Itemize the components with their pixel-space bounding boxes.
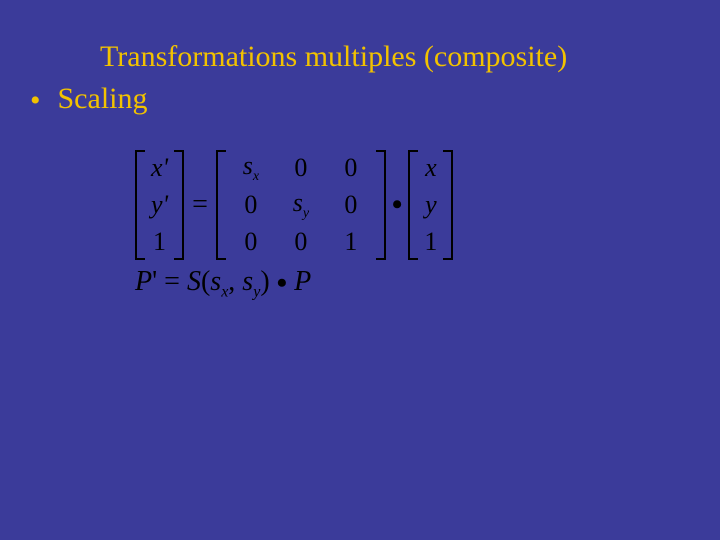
bullet-dot: • xyxy=(30,84,40,118)
scaling-matrix: sx00 0sy0 001 xyxy=(226,150,376,260)
equation-line-2: P' = S(sx, sy) • P xyxy=(135,266,311,302)
bracket-left-1 xyxy=(135,150,145,260)
equals-sign: = xyxy=(184,189,216,221)
rhs-vector: x y 1 xyxy=(418,150,443,260)
bracket-left-2 xyxy=(216,150,226,260)
matrix-equation: x' y' 1 = sx00 0sy0 001 • x y 1 xyxy=(135,150,453,260)
bullet-text: Scaling xyxy=(58,82,148,115)
lhs-vector: x' y' 1 xyxy=(145,150,174,260)
bracket-right-2 xyxy=(376,150,386,260)
bracket-left-3 xyxy=(408,150,418,260)
bracket-right-1 xyxy=(174,150,184,260)
dot-operator: • xyxy=(386,188,409,222)
bracket-right-3 xyxy=(443,150,453,260)
slide-title: Transformations multiples (composite) xyxy=(100,40,567,74)
bullet-item: • Scaling xyxy=(30,82,148,118)
